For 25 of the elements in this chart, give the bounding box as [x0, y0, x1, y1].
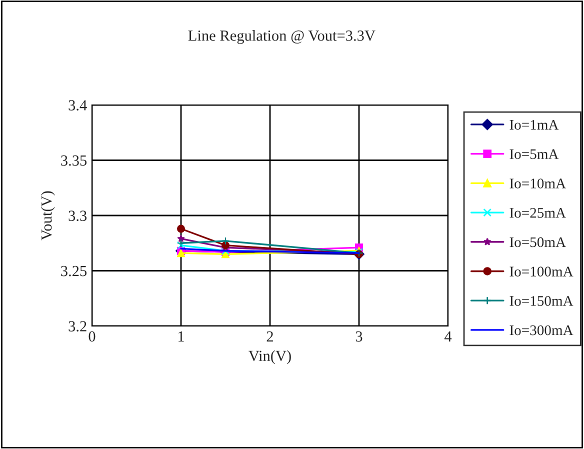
- point: [177, 224, 185, 233]
- point: [222, 236, 230, 245]
- y-tick-label: 3.35: [61, 155, 87, 166]
- y-tick-label: 3.3: [68, 210, 87, 222]
- x-tick-label: 2: [266, 331, 273, 342]
- legend-label: Io=10mA: [510, 178, 566, 188]
- x-tick-label: 1: [178, 331, 184, 342]
- legend-label: Io=50mA: [510, 237, 566, 248]
- x-tick-label: 3: [356, 331, 362, 342]
- x-axis-title: Vin(V): [248, 350, 291, 364]
- legend-label: Io=100mA: [510, 266, 574, 276]
- legend-label: Io=300mA: [510, 325, 574, 336]
- y-tick-label: 3.2: [68, 321, 86, 332]
- x-tick-label: 4: [444, 331, 452, 342]
- x-tick-label: 0: [88, 331, 96, 342]
- chart-title: Line Regulation @ Vout=3.3V: [188, 30, 376, 44]
- legend-label: Io=1mA: [510, 120, 559, 130]
- legend-label: Io=25mA: [510, 208, 566, 218]
- legend-label: Io=150mA: [510, 296, 574, 306]
- point: [177, 234, 185, 242]
- y-axis-title: Vout(V): [40, 191, 55, 240]
- legend-label: Io=5mA: [510, 149, 559, 160]
- y-tick-label: 3.4: [68, 100, 87, 111]
- y-tick-label: 3.25: [61, 266, 87, 276]
- point: [177, 249, 185, 258]
